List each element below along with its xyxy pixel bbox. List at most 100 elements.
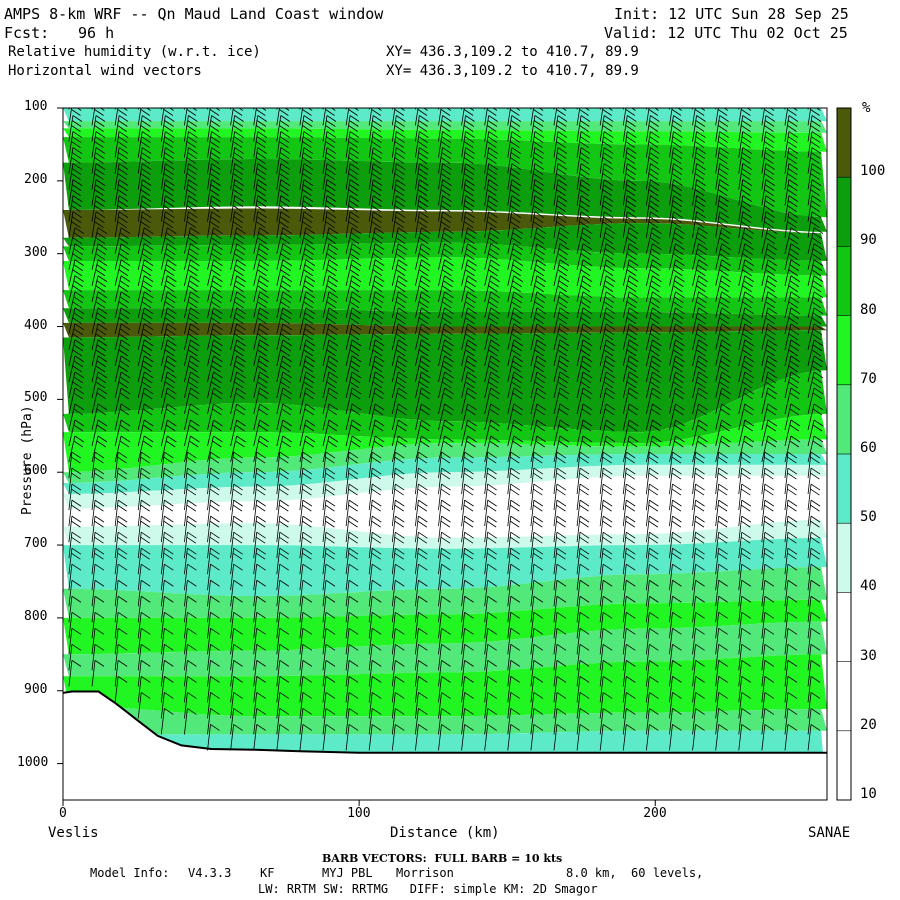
wind-barb xyxy=(715,291,723,318)
wind-barb xyxy=(787,125,797,132)
wind-barb xyxy=(743,83,752,89)
wind-barb xyxy=(741,152,752,159)
wind-barb xyxy=(351,339,362,347)
wind-barb xyxy=(164,120,174,127)
wind-barb xyxy=(276,195,282,222)
colorbar-segment xyxy=(837,454,851,524)
wind-barb xyxy=(72,381,82,389)
wind-barb xyxy=(119,264,130,272)
wind-barb xyxy=(303,285,313,293)
wind-barb xyxy=(391,451,396,479)
wind-barb xyxy=(513,419,524,427)
wind-barb xyxy=(233,563,243,571)
wind-barb xyxy=(299,131,305,158)
wind-barb xyxy=(810,563,821,571)
wind-barb xyxy=(395,301,406,309)
wind-barb xyxy=(789,344,800,352)
wind-barb xyxy=(464,467,474,475)
wind-barb xyxy=(741,676,751,683)
wind-barb xyxy=(302,611,313,619)
wind-barb xyxy=(557,179,568,186)
wind-barb xyxy=(787,692,798,699)
wind-barb xyxy=(253,580,258,607)
wind-barb xyxy=(557,237,568,245)
wind-barb xyxy=(276,163,282,190)
wind-barb xyxy=(811,349,822,357)
wind-barb xyxy=(210,627,220,635)
wind-barb xyxy=(530,339,538,366)
wind-barb xyxy=(137,628,142,655)
wind-barb xyxy=(438,692,442,719)
wind-barb xyxy=(256,152,267,159)
wind-barb xyxy=(160,387,168,415)
wind-barb xyxy=(328,339,339,347)
wind-barb xyxy=(345,387,353,415)
wind-barb xyxy=(371,467,382,475)
wind-barb xyxy=(580,381,591,389)
wind-barb xyxy=(645,596,650,623)
wind-barb xyxy=(71,547,82,555)
wind-barb xyxy=(391,724,396,751)
wind-barb xyxy=(469,108,475,111)
wind-barb xyxy=(184,387,191,415)
wind-barb xyxy=(698,243,708,251)
wind-barb xyxy=(350,248,361,256)
wind-barb xyxy=(692,108,694,110)
wind-barb xyxy=(464,579,474,587)
wind-barb xyxy=(414,323,422,350)
wind-barb xyxy=(74,275,85,283)
wind-barb xyxy=(515,108,521,111)
wind-barb xyxy=(302,724,313,731)
wind-barb xyxy=(698,323,708,331)
wind-barb xyxy=(511,163,522,170)
wind-barb xyxy=(645,131,651,158)
wind-barb xyxy=(349,349,360,357)
wind-barb xyxy=(721,275,731,283)
wind-barb xyxy=(672,483,682,491)
wind-barb xyxy=(207,468,211,495)
wind-barb xyxy=(489,248,499,256)
wind-barb xyxy=(553,660,558,687)
wind-barb xyxy=(488,88,497,94)
wind-barb xyxy=(789,440,800,448)
wind-barb xyxy=(230,179,236,206)
wind-barb xyxy=(533,451,544,459)
wind-barb xyxy=(371,724,382,731)
wind-barb xyxy=(484,243,492,270)
wind-barb xyxy=(669,227,676,254)
wind-barb xyxy=(417,205,428,212)
wind-barb xyxy=(68,211,74,238)
wind-barb xyxy=(256,627,266,635)
wind-barb xyxy=(787,515,798,523)
wind-barb xyxy=(160,243,168,270)
wind-barb xyxy=(553,692,558,719)
wind-barb xyxy=(807,108,809,110)
wind-barb xyxy=(68,259,76,286)
wind-barb xyxy=(140,488,150,496)
wind-barb xyxy=(740,520,751,528)
wind-barb xyxy=(230,548,235,575)
wind-barb xyxy=(530,227,538,254)
wind-barb xyxy=(345,291,353,318)
wind-barb xyxy=(326,301,337,309)
wind-barb xyxy=(322,676,327,703)
wind-barb xyxy=(325,157,335,164)
wind-barb xyxy=(599,243,607,270)
wind-barb xyxy=(371,483,382,491)
wind-barb xyxy=(622,243,630,270)
wind-barb xyxy=(117,520,127,528)
wind-barb xyxy=(715,195,721,222)
wind-barb xyxy=(652,435,662,443)
wind-barb xyxy=(348,724,359,731)
wind-barb xyxy=(784,532,789,559)
wind-barb xyxy=(326,147,337,154)
wind-barb xyxy=(210,168,221,175)
wind-barb xyxy=(322,355,330,382)
wind-barb xyxy=(238,108,244,111)
wind-barb xyxy=(559,371,570,379)
wind-barb xyxy=(604,264,615,272)
wind-barb xyxy=(715,179,721,206)
wind-barb xyxy=(784,644,789,671)
x-start-location: Veslis xyxy=(48,825,99,841)
wind-barb xyxy=(784,323,792,350)
